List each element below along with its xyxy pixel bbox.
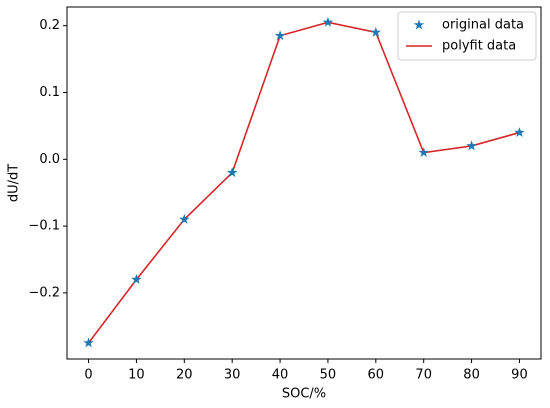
x-axis-label: SOC/% (282, 387, 326, 402)
legend-label: original data (442, 18, 524, 33)
line (87, 21, 520, 344)
point (418, 147, 429, 158)
point (226, 167, 238, 178)
x-tick-label: 20 (176, 368, 193, 383)
point (179, 213, 190, 224)
x-tick-label: 0 (84, 368, 92, 383)
x-tick-label: 70 (415, 368, 432, 383)
x-tick-label: 60 (368, 368, 385, 383)
point (514, 127, 525, 138)
legend-box (397, 11, 537, 61)
point (274, 30, 286, 41)
legend-label: polyfit data (442, 39, 516, 54)
x-tick-label: 30 (224, 368, 241, 383)
legend-marker (413, 19, 425, 30)
point (466, 140, 477, 151)
plot-frame (66, 6, 542, 360)
point (131, 274, 142, 284)
x-tick-label: 90 (511, 368, 528, 383)
point (83, 337, 94, 348)
y-tick-label: 0.1 (39, 85, 60, 100)
x-tick-label: 80 (463, 368, 480, 383)
x-tick-label: 10 (128, 368, 145, 383)
y-tick-label: −0.2 (28, 285, 60, 300)
x-tick-label: 50 (320, 368, 337, 383)
x-tick-label: 40 (272, 368, 289, 383)
point (370, 26, 382, 37)
y-tick-label: 0.2 (39, 18, 60, 33)
y-tick-label: −0.1 (28, 219, 60, 234)
y-axis-label: dU/dT (7, 164, 22, 202)
y-tick-label: 0.0 (39, 152, 60, 167)
point (322, 16, 334, 27)
